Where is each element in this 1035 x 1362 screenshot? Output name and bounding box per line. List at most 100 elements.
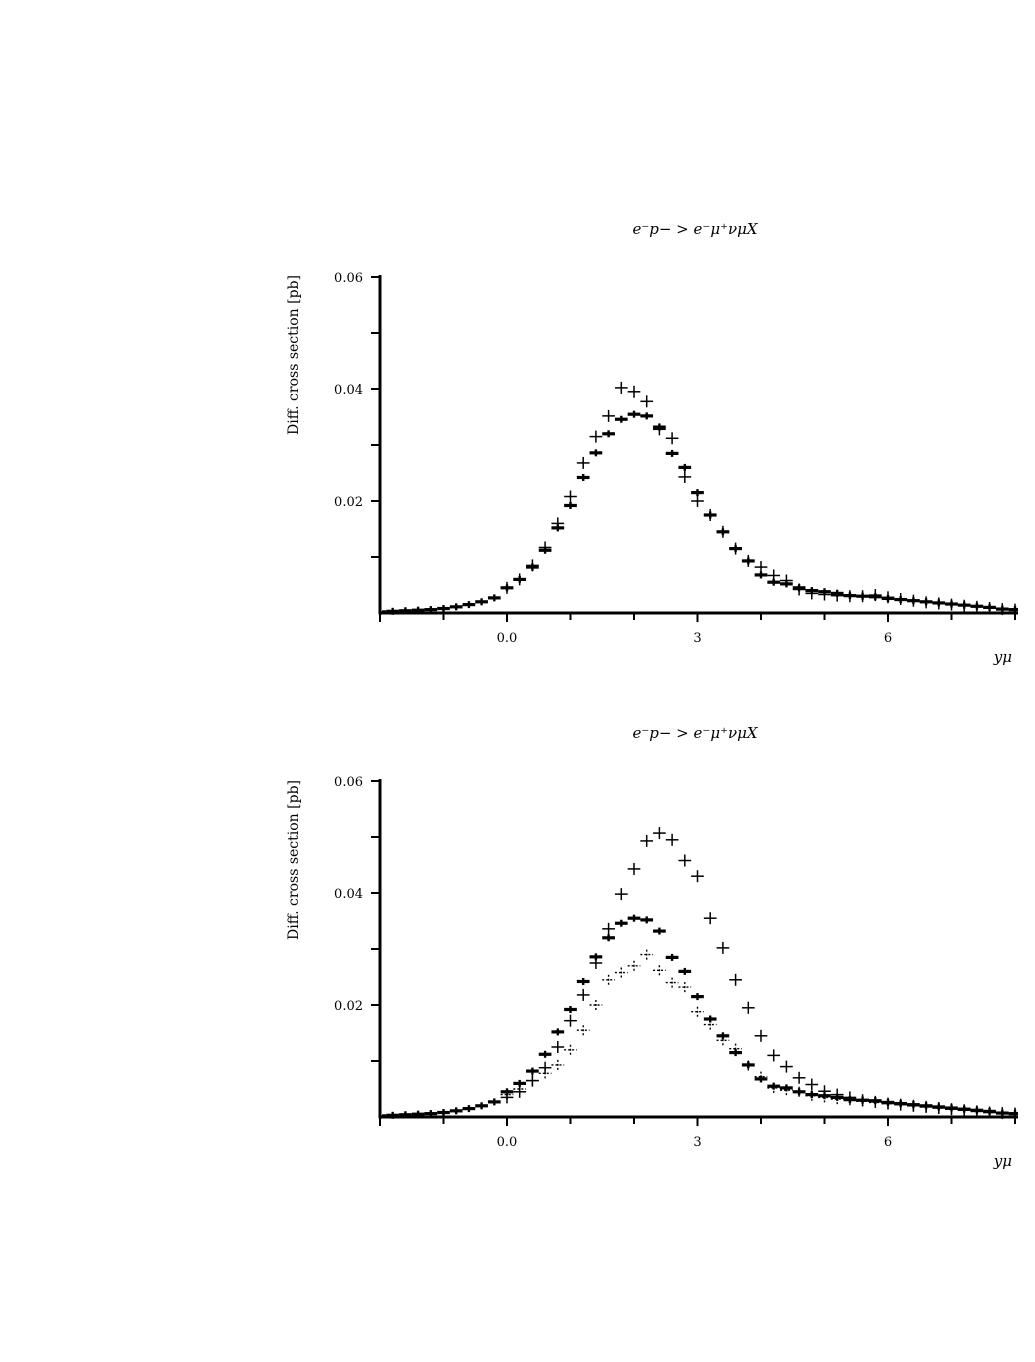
- data-point: [449, 603, 463, 611]
- data-point: [894, 1099, 908, 1110]
- data-point: [932, 597, 946, 610]
- data-point: [665, 432, 679, 445]
- data-point: [856, 1094, 869, 1107]
- data-point: [881, 591, 895, 604]
- data-point: [767, 1082, 781, 1093]
- data-point: [983, 601, 996, 614]
- data-point: [564, 1005, 577, 1013]
- data-point: [868, 1097, 882, 1108]
- data-point: [513, 573, 527, 586]
- data-point: [627, 862, 641, 875]
- data-point: [378, 608, 387, 616]
- data-point: [678, 854, 692, 867]
- data-point: [691, 870, 704, 883]
- data-point: [995, 1108, 1009, 1119]
- data-point: [919, 1101, 933, 1112]
- data-point: [576, 1025, 590, 1036]
- data-point: [691, 1006, 704, 1017]
- data-point: [691, 495, 704, 507]
- data-point: [640, 412, 654, 420]
- data-point: [513, 1084, 527, 1094]
- data-point: [741, 1060, 755, 1071]
- data-point: [843, 590, 857, 603]
- x-tick-label: 6: [884, 1135, 892, 1150]
- data-point: [640, 834, 654, 847]
- data-point: [678, 967, 692, 975]
- data-point: [894, 593, 908, 605]
- data-point: [818, 1092, 831, 1103]
- data-point: [729, 542, 742, 555]
- series-cross: [500, 381, 1018, 616]
- data-point: [589, 957, 603, 969]
- y-tick-label: 0.02: [334, 495, 363, 510]
- data-point: [551, 1041, 565, 1053]
- x-tick-label: 6: [884, 631, 892, 646]
- data-point: [378, 1112, 387, 1120]
- data-point: [678, 470, 692, 483]
- data-point: [602, 922, 615, 935]
- data-point: [970, 600, 984, 613]
- data-point: [995, 603, 1009, 616]
- data-point: [818, 1085, 831, 1098]
- data-point: [1008, 1108, 1018, 1119]
- data-point: [614, 381, 628, 394]
- y-tick-label: 0.04: [334, 887, 363, 902]
- data-point: [805, 587, 819, 600]
- data-point: [945, 1104, 958, 1115]
- data-point: [1008, 603, 1018, 616]
- data-point: [754, 1071, 768, 1082]
- data-point: [614, 919, 628, 927]
- data-point: [551, 1028, 565, 1036]
- data-point: [703, 1019, 717, 1030]
- data-point: [399, 1111, 412, 1119]
- data-point: [513, 1085, 527, 1098]
- data-point: [754, 1029, 768, 1042]
- y-tick-label: 0.04: [334, 383, 363, 398]
- data-point: [437, 1109, 450, 1117]
- data-point: [526, 1067, 539, 1075]
- data-point: [716, 1035, 730, 1046]
- series-dotted: [500, 949, 1018, 1119]
- data-point: [576, 456, 590, 469]
- data-point: [653, 827, 666, 840]
- data-point: [602, 934, 615, 942]
- data-point: [767, 1049, 781, 1062]
- data-point: [653, 423, 666, 436]
- data-point: [576, 988, 590, 1001]
- data-point: [805, 1090, 819, 1101]
- data-series: [378, 827, 1018, 1120]
- data-point: [449, 1107, 463, 1115]
- axis-ticks: 0.0 3 6 0.02 0.04 0.06: [334, 775, 1016, 1150]
- axis-ticks: 0.0 3 6 0.02 0.04 0.06: [334, 271, 1016, 646]
- data-point: [424, 1110, 438, 1118]
- chart-title: e⁻p− > e⁻μ⁺νμX: [632, 220, 758, 238]
- data-point: [411, 606, 425, 614]
- y-tick-label: 0.06: [334, 271, 363, 286]
- data-point: [526, 559, 539, 572]
- data-point: [881, 1098, 895, 1109]
- y-axis-label: Diff. cross section [pb]: [286, 780, 302, 940]
- data-point: [792, 583, 806, 596]
- data-point: [538, 1061, 552, 1074]
- data-point: [437, 605, 450, 613]
- data-point: [538, 541, 552, 554]
- data-point: [957, 599, 971, 612]
- data-point: [678, 982, 692, 993]
- data-point: [767, 569, 781, 582]
- data-point: [754, 561, 768, 574]
- data-point: [665, 977, 679, 988]
- data-point: [627, 385, 641, 398]
- x-tick-label: 0.0: [497, 1135, 518, 1150]
- data-point: [957, 1105, 971, 1116]
- data-point: [564, 1014, 577, 1027]
- data-point: [665, 833, 679, 846]
- data-point: [716, 941, 730, 954]
- data-point: [843, 1091, 857, 1104]
- data-point: [983, 1107, 996, 1118]
- data-point: [856, 1096, 869, 1107]
- data-point: [526, 1075, 539, 1086]
- data-point: [691, 993, 704, 1001]
- data-point: [538, 1050, 552, 1058]
- data-point: [627, 410, 641, 418]
- x-axis-label: yμ: [993, 648, 1012, 666]
